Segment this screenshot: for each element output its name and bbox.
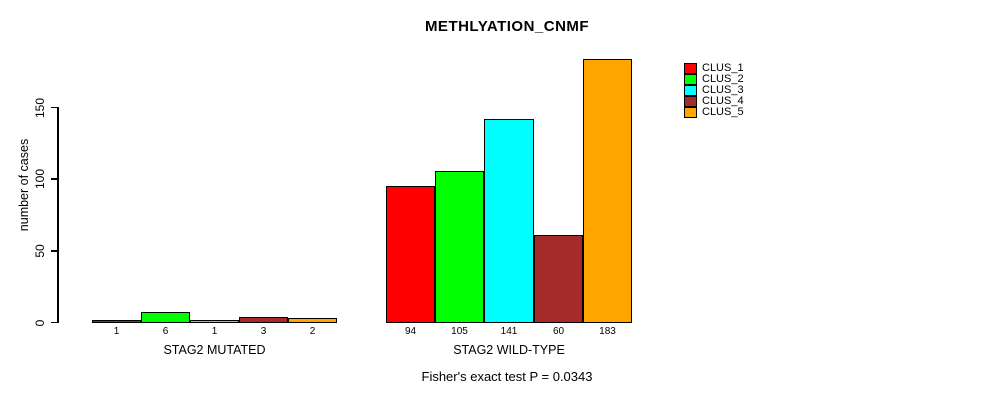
legend-label: CLUS_1: [702, 62, 744, 74]
bar-clus_2-group2: [435, 170, 484, 323]
legend-swatch-clus_3: [684, 85, 697, 96]
group-label-1: STAG2 MUTATED: [163, 343, 266, 357]
legend: CLUS_1 CLUS_2 CLUS_3 CLUS_4 CLUS_5: [684, 63, 744, 118]
bar-clus_1-group2: [386, 186, 435, 323]
bar-value-label: 1: [211, 326, 218, 337]
bar-value-label: 141: [500, 326, 518, 337]
bar-clus_4-group1: [239, 316, 288, 323]
bar-value-label: 105: [451, 326, 468, 337]
legend-swatch-clus_5: [684, 107, 697, 118]
bar-clus_2-group1: [141, 312, 190, 323]
legend-swatch-clus_2: [684, 74, 697, 85]
y-axis-title: number of cases: [17, 138, 31, 232]
statistical-test-note: Fisher's exact test P = 0.0343: [421, 369, 593, 384]
y-tick-mark: [51, 106, 58, 109]
y-tick-mark: [51, 321, 58, 324]
bar-clus_1-group1: [92, 319, 141, 323]
legend-row: CLUS_2: [684, 74, 744, 85]
legend-label: CLUS_4: [702, 95, 744, 107]
bar-value-label: 2: [309, 326, 316, 337]
group-label-2: STAG2 WILD-TYPE: [453, 343, 565, 357]
legend-label: CLUS_5: [702, 106, 744, 118]
y-axis-line: [57, 107, 59, 323]
legend-swatch-clus_1: [684, 63, 697, 74]
legend-swatch-clus_4: [684, 96, 697, 107]
y-tick-mark: [51, 178, 58, 180]
bar-value-label: 1: [113, 326, 120, 337]
bar-value-label: 3: [260, 326, 267, 337]
bar-value-label: 94: [404, 326, 417, 337]
y-tick-mark: [51, 250, 58, 252]
bar-value-label: 6: [162, 326, 169, 337]
bar-clus_3-group1: [190, 319, 239, 323]
y-tick-label: 50: [33, 244, 47, 258]
y-tick-label: 0: [33, 319, 47, 326]
legend-label: CLUS_3: [702, 84, 744, 96]
chart-title: METHLYATION_CNMF: [424, 18, 590, 35]
bar-clus_3-group2: [484, 118, 534, 323]
y-tick-label: 100: [33, 169, 47, 190]
legend-row: CLUS_4: [684, 96, 744, 107]
bar-clus_4-group2: [534, 235, 583, 323]
legend-label: CLUS_2: [702, 73, 744, 85]
legend-row: CLUS_5: [684, 107, 744, 118]
legend-row: CLUS_1: [684, 63, 744, 74]
bar-clus_5-group1: [288, 318, 337, 323]
y-tick-label: 150: [33, 97, 47, 118]
bar-clus_5-group2: [583, 58, 632, 323]
legend-row: CLUS_3: [684, 85, 744, 96]
bar-value-label: 60: [552, 326, 565, 337]
bar-value-label: 183: [599, 326, 616, 337]
